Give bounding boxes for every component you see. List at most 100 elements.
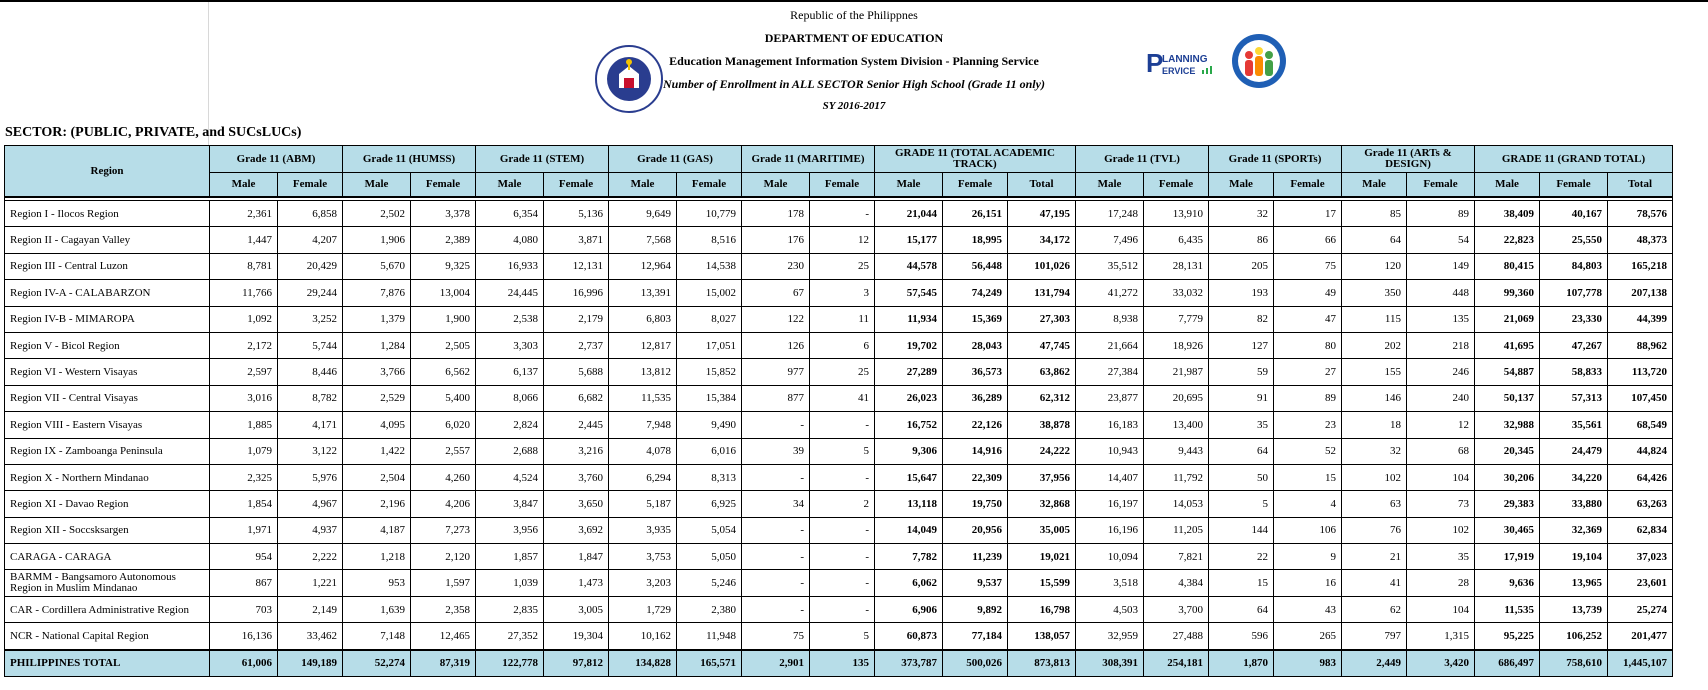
value-cell: 7,782 [874, 543, 943, 571]
value-cell: 76 [1341, 516, 1407, 545]
total-value-cell: 52,274 [342, 648, 411, 678]
value-cell: 953 [342, 569, 411, 597]
value-cell: 16,136 [209, 622, 278, 651]
value-cell: 50 [1208, 463, 1274, 492]
value-cell: 2,529 [342, 384, 411, 413]
value-cell: 120 [1341, 252, 1407, 281]
value-cell: 10,943 [1075, 437, 1144, 465]
svg-text:ERVICE: ERVICE [1162, 66, 1195, 76]
value-cell: 26,151 [942, 199, 1008, 228]
value-cell: 78,576 [1607, 199, 1673, 228]
value-cell: 1,221 [277, 569, 343, 597]
group-header: Grade 11 (SPORTs) [1208, 145, 1342, 173]
subheader-male: Male [1208, 172, 1274, 198]
value-cell: 68,549 [1607, 411, 1673, 439]
value-cell: 2,688 [475, 437, 544, 465]
value-cell: 6,062 [874, 569, 943, 597]
value-cell: 66 [1273, 226, 1342, 254]
value-cell: 20,956 [942, 516, 1008, 545]
group-header: GRADE 11 (GRAND TOTAL) [1474, 145, 1673, 173]
value-cell: 9,443 [1143, 437, 1209, 465]
value-cell: 5,688 [543, 358, 609, 386]
subheader-female: Female [1539, 172, 1608, 198]
group-header: Grade 11 (MARITIME) [741, 145, 875, 173]
value-cell: 74,249 [942, 279, 1008, 307]
total-value-cell: 983 [1273, 648, 1342, 678]
value-cell: 25,274 [1607, 595, 1673, 624]
value-cell: 8,938 [1075, 305, 1144, 333]
value-cell: 6,020 [410, 411, 476, 439]
value-cell: 4,524 [475, 463, 544, 492]
value-cell: 16,798 [1007, 595, 1076, 624]
value-cell: 73 [1406, 490, 1475, 518]
value-cell: 122 [741, 305, 810, 333]
value-cell: 6,294 [608, 463, 677, 492]
table-row: Region VIII - Eastern Visayas 1,885 4,171 4… [4, 411, 1673, 439]
value-cell: 3,753 [608, 543, 677, 571]
value-cell: 6,137 [475, 358, 544, 386]
value-cell: 21 [1341, 543, 1407, 571]
value-cell: 47,195 [1007, 199, 1076, 228]
value-cell: 6,906 [874, 595, 943, 624]
region-name-cell: Region IX - Zamboanga Peninsula [4, 437, 210, 465]
total-value-cell: 1,870 [1208, 648, 1274, 678]
value-cell: 102 [1341, 463, 1407, 492]
value-cell: 15,852 [676, 358, 742, 386]
people-circle-logo [1232, 34, 1286, 88]
value-cell: 20,429 [277, 252, 343, 281]
region-name-cell: Region VIII - Eastern Visayas [4, 411, 210, 439]
value-cell: 201,477 [1607, 622, 1673, 651]
value-cell: - [809, 199, 875, 228]
value-cell: 1,079 [209, 437, 278, 465]
value-cell: 17,051 [676, 331, 742, 360]
value-cell: 58,833 [1539, 358, 1608, 386]
value-cell: 115 [1341, 305, 1407, 333]
value-cell: 3,203 [608, 569, 677, 597]
value-cell: 1,857 [475, 543, 544, 571]
group-header: Grade 11 (ARTs & DESIGN) [1341, 145, 1475, 173]
table-row: Region V - Bicol Region 2,172 5,744 1,284 2,… [4, 331, 1673, 360]
value-cell: 18,926 [1143, 331, 1209, 360]
value-cell: 44,824 [1607, 437, 1673, 465]
value-cell: - [809, 543, 875, 571]
value-cell: 85 [1341, 199, 1407, 228]
value-cell: 63 [1341, 490, 1407, 518]
value-cell: 1,906 [342, 226, 411, 254]
value-cell: 6,858 [277, 199, 343, 228]
value-cell: 155 [1341, 358, 1407, 386]
value-cell: 16,197 [1075, 490, 1144, 518]
total-value-cell: 3,420 [1406, 648, 1475, 678]
value-cell: 23,601 [1607, 569, 1673, 597]
value-cell: 131,794 [1007, 279, 1076, 307]
value-cell: 15,177 [874, 226, 943, 254]
region-name-cell: Region IV-B - MIMAROPA [4, 305, 210, 333]
subheader-total: Total [1607, 172, 1673, 198]
value-cell: 5,187 [608, 490, 677, 518]
subheader-male: Male [475, 172, 544, 198]
value-cell: 47 [1273, 305, 1342, 333]
value-cell: 3,122 [277, 437, 343, 465]
value-cell: 15 [1208, 569, 1274, 597]
value-cell: 1,885 [209, 411, 278, 439]
value-cell: 11,934 [874, 305, 943, 333]
value-cell: 15,647 [874, 463, 943, 492]
value-cell: 8,516 [676, 226, 742, 254]
subheader-female: Female [676, 172, 742, 198]
value-cell: 82 [1208, 305, 1274, 333]
total-value-cell: 122,778 [475, 648, 544, 678]
deped-seal-icon [595, 45, 663, 113]
value-cell: 265 [1273, 622, 1342, 651]
value-cell: 797 [1341, 622, 1407, 651]
value-cell: 448 [1406, 279, 1475, 307]
value-cell: 3,847 [475, 490, 544, 518]
value-cell: 1,315 [1406, 622, 1475, 651]
value-cell: 127 [1208, 331, 1274, 360]
value-cell: 107,778 [1539, 279, 1608, 307]
value-cell: 8,027 [676, 305, 742, 333]
value-cell: 27,352 [475, 622, 544, 651]
value-cell: 11,535 [1474, 595, 1540, 624]
total-value-cell: 2,449 [1341, 648, 1407, 678]
subheader-male: Male [342, 172, 411, 198]
value-cell: 138,057 [1007, 622, 1076, 651]
value-cell: 27,303 [1007, 305, 1076, 333]
